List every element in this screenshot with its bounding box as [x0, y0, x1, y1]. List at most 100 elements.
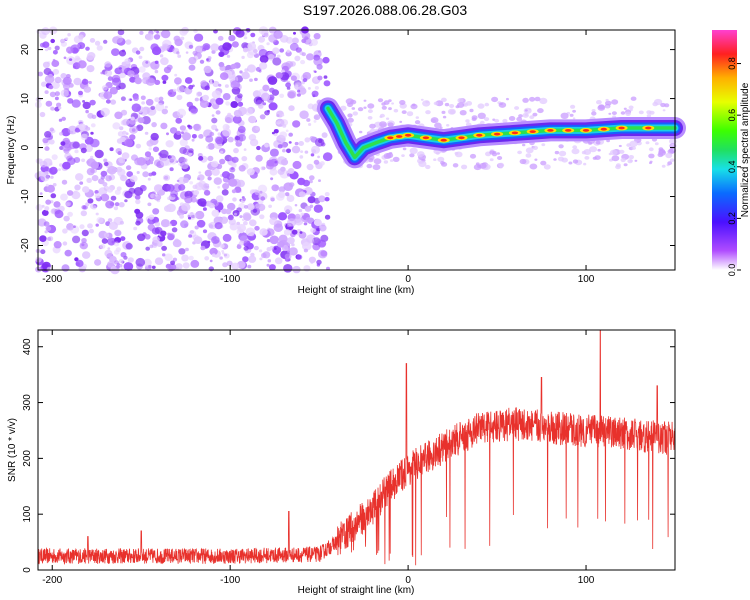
noise-speck [250, 252, 255, 257]
noise-speck [227, 214, 234, 221]
noise-speck [146, 160, 152, 165]
noise-speck [203, 189, 211, 196]
noise-speck [377, 98, 384, 103]
noise-speck [320, 250, 328, 257]
ridge-peak-core [511, 131, 519, 135]
noise-speck [491, 96, 499, 103]
noise-speck [268, 204, 272, 208]
noise-speck [299, 231, 303, 234]
noise-speck [318, 224, 327, 232]
noise-speck [39, 192, 43, 195]
noise-speck [44, 90, 49, 94]
noise-speck [660, 102, 666, 108]
noise-speck [402, 147, 407, 151]
noise-speck [169, 167, 174, 172]
noise-speck [181, 254, 189, 262]
noise-speck [181, 203, 191, 212]
noise-speck [89, 38, 96, 43]
noise-speck [135, 143, 142, 149]
noise-speck [82, 100, 86, 103]
noise-speck [75, 44, 81, 49]
noise-speck [207, 155, 214, 162]
noise-speck [363, 106, 367, 109]
noise-speck [532, 112, 538, 117]
noise-speck [86, 126, 91, 131]
noise-speck [211, 236, 220, 244]
noise-speck [172, 257, 178, 262]
noise-speck [246, 51, 254, 59]
noise-speck [223, 253, 228, 257]
noise-speck [104, 61, 112, 68]
noise-speck [86, 53, 95, 61]
ridge-peak-core [582, 129, 590, 132]
noise-speck [103, 158, 108, 163]
noise-speck [167, 232, 171, 236]
noise-speck [85, 202, 90, 207]
ridge-peak-core [422, 136, 430, 140]
noise-speck [211, 209, 220, 217]
noise-speck [288, 247, 298, 256]
noise-speck [392, 156, 400, 162]
noise-speck [271, 131, 275, 135]
noise-speck [58, 106, 62, 110]
noise-speck [164, 253, 173, 262]
noise-speck [288, 132, 294, 137]
noise-speck [103, 161, 109, 167]
noise-speck [319, 161, 325, 166]
noise-speck [373, 158, 382, 165]
noise-speck [282, 149, 286, 153]
noise-speck [154, 194, 158, 197]
noise-speck [264, 110, 270, 116]
noise-speck [160, 157, 170, 167]
noise-speck [204, 169, 213, 177]
noise-speck [98, 187, 108, 196]
noise-speck [363, 99, 367, 102]
noise-speck [241, 71, 250, 80]
noise-speck [188, 64, 196, 71]
ridge-peak-core [440, 138, 447, 142]
noise-speck [95, 223, 99, 227]
noise-speck [608, 112, 612, 115]
noise-speck [138, 66, 146, 73]
noise-speck [210, 43, 220, 52]
noise-speck [188, 84, 194, 90]
noise-speck [147, 217, 156, 225]
noise-speck [415, 116, 419, 119]
noise-speck [200, 80, 208, 87]
noise-speck [169, 92, 173, 95]
noise-speck [86, 65, 95, 73]
noise-speck [628, 105, 634, 110]
noise-speck [90, 161, 99, 170]
noise-speck [345, 98, 354, 105]
noise-speck [178, 248, 186, 255]
noise-speck [171, 227, 178, 233]
noise-speck [658, 147, 664, 152]
noise-speck [90, 155, 94, 159]
noise-speck [307, 87, 311, 90]
noise-speck [605, 98, 609, 102]
noise-speck [64, 249, 72, 257]
noise-speck [184, 196, 193, 204]
noise-speck [144, 131, 149, 135]
noise-speck [164, 175, 169, 180]
noise-speck [224, 84, 229, 88]
snr-series-line [37, 329, 676, 566]
noise-speck [59, 163, 63, 167]
noise-speck [367, 103, 375, 109]
noise-speck [309, 175, 315, 181]
noise-speck [230, 167, 234, 170]
noise-speck [272, 57, 282, 66]
noise-speck [114, 189, 121, 195]
noise-speck [291, 229, 298, 235]
colorbar-tick-label: 0.8 [727, 57, 737, 70]
noise-speck [194, 97, 199, 102]
noise-speck [182, 262, 190, 269]
noise-speck [66, 223, 74, 231]
noise-speck [74, 127, 81, 133]
noise-speck [539, 97, 548, 105]
noise-speck [597, 148, 601, 152]
noise-speck [87, 223, 93, 229]
colorbar-ticks: 0.0 0.2 0.4 0.6 0.8 [727, 57, 741, 276]
noise-speck [379, 121, 387, 128]
noise-speck [60, 141, 66, 146]
